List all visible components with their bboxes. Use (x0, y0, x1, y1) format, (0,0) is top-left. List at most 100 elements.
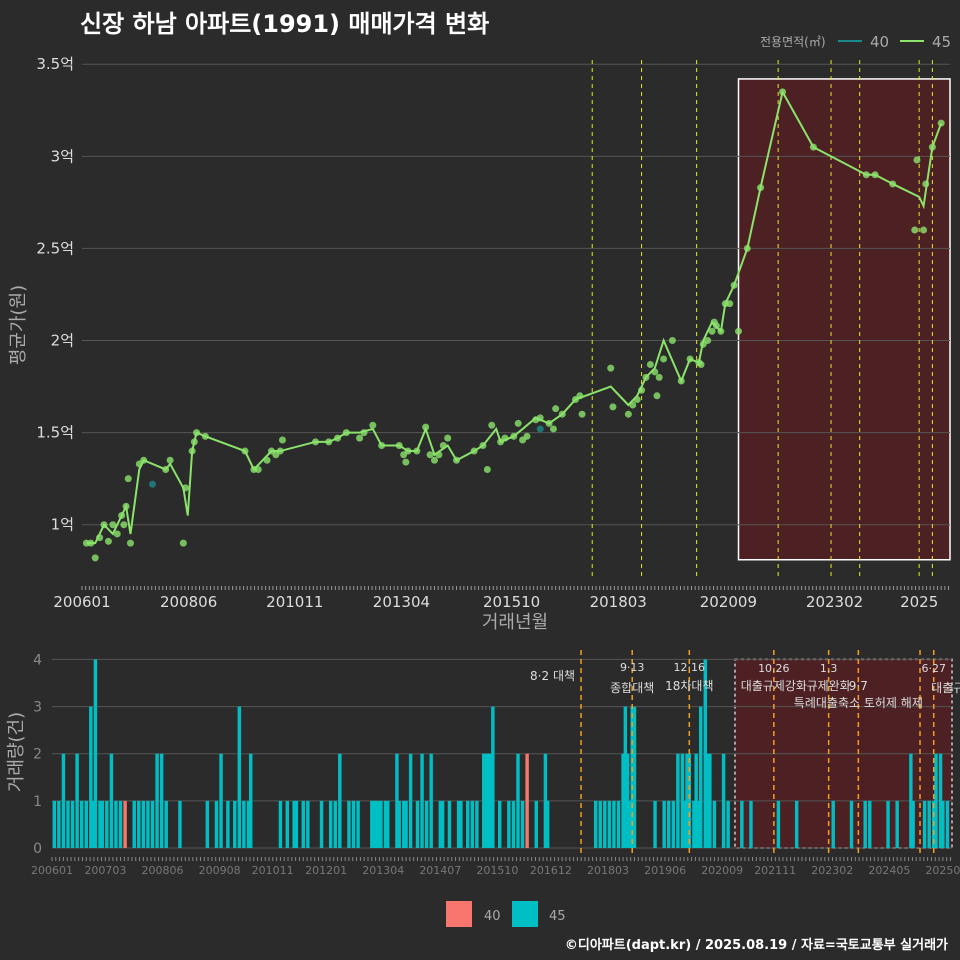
data-point-45 (545, 419, 553, 427)
data-point-45 (444, 434, 452, 442)
bar-45 (598, 800, 602, 848)
bar-45 (911, 800, 915, 848)
bar-45 (374, 800, 379, 848)
data-point-45 (120, 521, 128, 529)
data-point-45 (712, 322, 720, 330)
bar-45 (466, 800, 470, 848)
bar-45 (486, 753, 491, 848)
annotation-date: 9·13 (620, 661, 645, 674)
x-tick-label-bar: 201906 (644, 864, 686, 877)
bar-45 (356, 800, 360, 848)
data-point-45 (241, 447, 249, 455)
data-point-45 (140, 456, 148, 464)
annotation-label: 18차대책 (665, 678, 713, 693)
bar-45 (831, 800, 835, 848)
data-point-45 (655, 373, 663, 381)
bar-45 (233, 800, 237, 848)
data-point-45 (889, 180, 897, 188)
bar-45 (863, 800, 867, 848)
data-point-45 (360, 429, 368, 437)
data-point-45 (109, 521, 117, 529)
data-point-45 (501, 434, 509, 442)
data-point-45 (629, 401, 637, 409)
bar-45 (415, 800, 420, 848)
bar-45 (484, 753, 488, 848)
bar-45 (886, 800, 890, 848)
legend-title: 전용면적(㎡) (760, 35, 826, 49)
data-point-45 (809, 143, 817, 151)
bar-45 (137, 800, 141, 848)
data-point-45 (430, 456, 438, 464)
y-tick-label-bar: 0 (33, 841, 42, 857)
data-point-45 (523, 432, 531, 440)
data-point-45 (708, 327, 716, 335)
data-point-45 (342, 429, 350, 437)
bar-45 (938, 753, 943, 848)
x-tick-label: 2025 (900, 593, 938, 611)
data-point-45 (704, 337, 712, 345)
data-point-45 (633, 395, 641, 403)
bar-45 (447, 800, 452, 848)
bar-45 (623, 706, 628, 848)
bar-45 (292, 800, 296, 848)
legend-label-bar-45: 45 (549, 909, 566, 924)
data-point-45 (453, 456, 461, 464)
data-point-45 (413, 447, 421, 455)
annotation-label: 9·7 (849, 679, 868, 693)
data-point-45 (276, 447, 284, 455)
x-tick-label-bar: 202111 (754, 864, 796, 877)
bar-45 (683, 800, 687, 848)
bar-45 (278, 800, 283, 848)
x-tick-label-bar: 200601 (31, 864, 73, 877)
data-point-45 (312, 438, 320, 446)
data-point-40 (148, 480, 156, 488)
data-point-45 (190, 438, 198, 446)
data-point-45 (193, 429, 201, 437)
bar-45 (75, 753, 79, 848)
x-tick-label-bar: 201407 (419, 864, 461, 877)
data-point-45 (920, 226, 928, 234)
bar-45 (404, 800, 408, 848)
bar-45 (386, 800, 390, 848)
data-point-45 (395, 442, 403, 450)
data-point-45 (334, 434, 342, 442)
bar-45 (351, 800, 356, 848)
data-point-45 (743, 244, 751, 252)
bar-45 (205, 800, 210, 848)
bar-45 (909, 753, 913, 848)
bar-45 (164, 800, 168, 848)
data-point-45 (779, 88, 787, 96)
bar-45 (89, 706, 93, 848)
bar-45 (507, 800, 511, 848)
data-point-45 (862, 171, 870, 179)
bar-45 (849, 800, 854, 848)
source-caption: ©디아파트(dapt.kr) / 2025.08.19 / 자료=국토교통부 실… (564, 938, 948, 953)
data-point-45 (483, 465, 491, 473)
bar-45 (395, 753, 399, 848)
data-point-45 (726, 300, 734, 308)
bar-45 (146, 800, 150, 848)
data-point-45 (479, 442, 487, 450)
data-point-45 (510, 432, 518, 440)
bar-45 (621, 753, 625, 848)
bar-45 (491, 706, 495, 848)
bar-45 (749, 800, 753, 848)
bar-45 (603, 800, 607, 848)
bar-45 (520, 800, 525, 848)
data-point-45 (100, 521, 108, 529)
bar-45 (333, 800, 337, 848)
bar-45 (79, 800, 84, 848)
data-point-45 (660, 355, 668, 363)
x-tick-label: 200806 (160, 593, 217, 611)
data-point-45 (717, 327, 725, 335)
bar-45 (628, 800, 632, 848)
bar-45 (242, 800, 246, 848)
annotation-label: 대출규 (931, 681, 960, 695)
bar-45 (475, 800, 479, 848)
bar-45 (671, 800, 676, 848)
legend-key-bar-40 (446, 901, 472, 927)
y-axis-label-bar: 거래량(건) (6, 712, 27, 792)
bar-45 (294, 800, 299, 848)
bar-45 (726, 800, 730, 848)
